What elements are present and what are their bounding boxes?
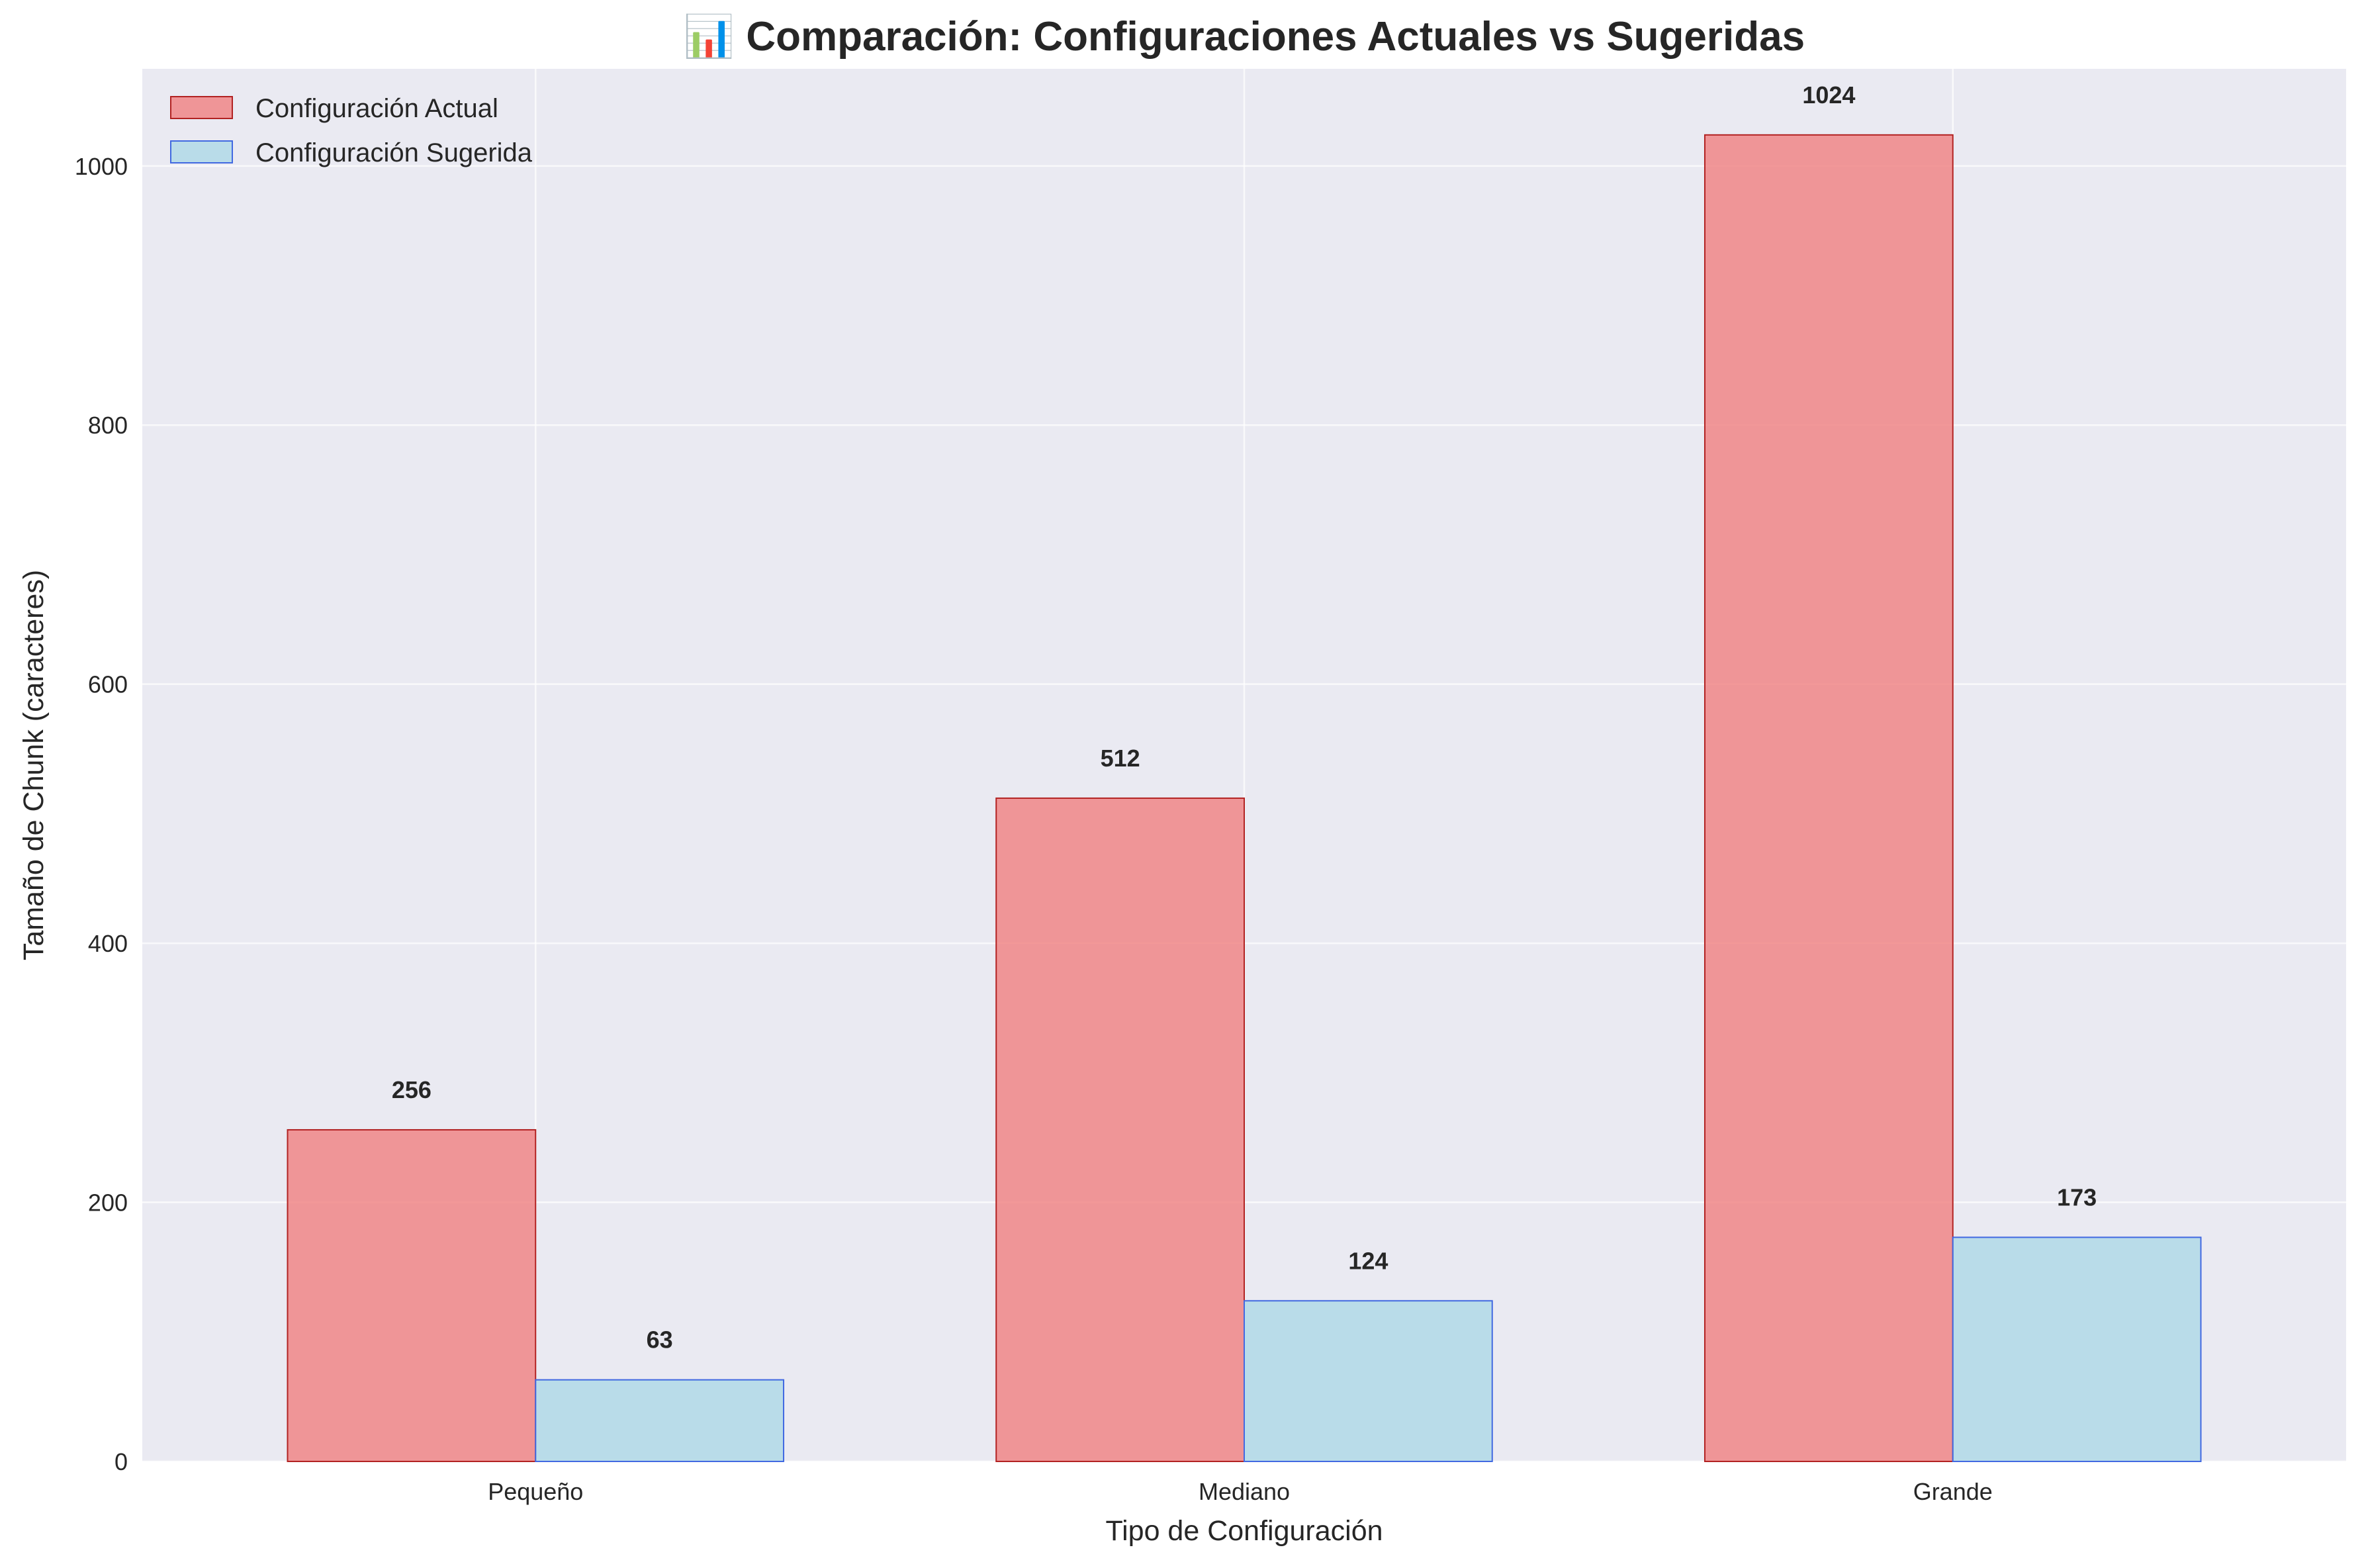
legend: Configuración Actual Configuración Suger…	[170, 94, 533, 167]
x-axis-ticks: Pequeño Mediano Grande	[488, 1478, 1993, 1505]
bar-value-label: 512	[1101, 745, 1140, 772]
y-tick-label: 400	[88, 930, 128, 957]
legend-swatch-suggested	[170, 140, 233, 163]
y-tick-label: 800	[88, 412, 128, 439]
legend-label-suggested: Configuración Sugerida	[255, 138, 533, 167]
bar-value-label: 63	[647, 1326, 673, 1354]
chart-title: 📊 Comparación: Configuraciones Actuales …	[684, 13, 1805, 60]
bar-suggested	[1244, 1300, 1493, 1462]
bar-suggested	[1952, 1236, 2202, 1463]
y-axis-label: Tamaño de Chunk (caracteres)	[18, 570, 50, 960]
bar-value-label: 1024	[1802, 81, 1855, 109]
x-axis-label: Tipo de Configuración	[1105, 1515, 1383, 1547]
y-tick-label: 0	[114, 1448, 128, 1475]
y-tick-label: 1000	[75, 153, 128, 180]
bar-suggested	[535, 1379, 785, 1462]
bar-value-label: 173	[2057, 1183, 2097, 1211]
value-labels: 256 512 1024 63 124 173	[392, 81, 2097, 1354]
x-tick-label: Mediano	[1199, 1478, 1290, 1505]
bar-value-label: 256	[392, 1076, 432, 1103]
bar-actual	[1704, 134, 1954, 1463]
legend-label-actual: Configuración Actual	[255, 94, 498, 123]
y-axis-ticks: 0 200 400 600 800 1000	[75, 153, 128, 1475]
bar-actual	[995, 797, 1246, 1462]
bars	[287, 134, 2202, 1463]
legend-swatch-actual	[170, 96, 233, 119]
bar-value-label: 124	[1348, 1247, 1388, 1274]
y-tick-label: 600	[88, 671, 128, 698]
y-tick-label: 200	[88, 1189, 128, 1217]
x-tick-label: Pequeño	[488, 1478, 583, 1505]
bar-actual	[287, 1129, 537, 1463]
x-tick-label: Grande	[1913, 1478, 1993, 1505]
